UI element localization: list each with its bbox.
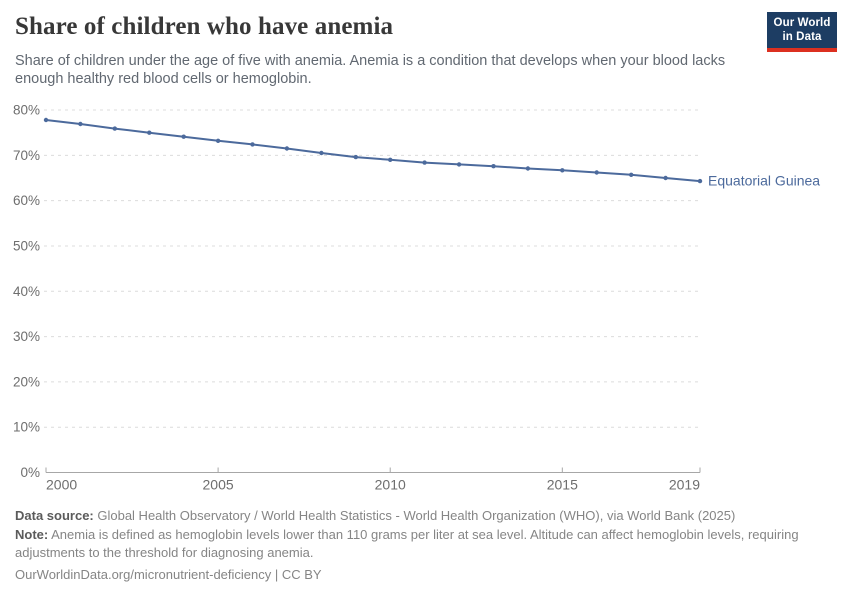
y-axis-tick-label: 70%: [13, 148, 40, 163]
x-axis-tick-label: 2005: [203, 477, 234, 493]
owid-logo-text-line2: in Data: [782, 30, 822, 43]
data-source-line: Data source: Global Health Observatory /…: [15, 507, 837, 526]
y-axis-tick-label: 50%: [13, 238, 40, 253]
data-point: [181, 134, 186, 139]
data-point: [594, 170, 599, 175]
note-line: Note: Anemia is defined as hemoglobin le…: [15, 526, 837, 563]
data-point: [112, 126, 118, 131]
data-point: [456, 162, 462, 167]
data-point: [560, 168, 565, 173]
footer-link[interactable]: OurWorldinData.org/micronutrient-deficie…: [15, 566, 322, 582]
data-point: [319, 150, 324, 156]
data-point: [284, 146, 290, 151]
series-entity-label[interactable]: Equatorial Guinea: [708, 173, 820, 189]
note-label: Note:: [15, 526, 49, 542]
y-axis-tick-label: 0%: [20, 465, 40, 480]
data-point: [353, 154, 358, 160]
data-point: [250, 142, 255, 147]
line-chart: 0% 10% 20% 30% 40% 50% 60% 70% 80% 2000 2005 2010 20…: [13, 103, 820, 493]
data-source-label: Data source:: [15, 508, 94, 523]
data-point: [697, 178, 703, 184]
y-axis-tick-label: 30%: [13, 329, 40, 344]
chart-footer: Data source: Global Health Observatory /…: [15, 507, 837, 584]
data-point: [491, 164, 496, 169]
data-point: [215, 138, 221, 143]
x-axis-tick-label: 2015: [547, 477, 578, 493]
trend-line: [45, 119, 701, 183]
x-axis-tick-label: 2019: [669, 477, 700, 493]
note-text: Anemia is defined as hemoglobin levels l…: [15, 526, 799, 561]
x-axis-tick-label: 2000: [46, 477, 77, 493]
y-axis-tick-label: 10%: [13, 420, 40, 435]
y-axis-tick-label: 60%: [13, 193, 40, 208]
chart-subtitle: Share of children under the age of five …: [15, 53, 726, 87]
data-point: [388, 157, 393, 162]
data-point: [78, 121, 83, 127]
y-axis-tick-label: 80%: [13, 103, 40, 118]
x-axis-tick-label: 2010: [375, 477, 406, 493]
owid-logo-text-line1: Our World: [773, 17, 831, 29]
data-point: [43, 117, 49, 123]
page-title: Share of children who have anemia: [15, 13, 394, 40]
data-point: [147, 130, 152, 135]
data-point: [422, 160, 427, 165]
data-source-text: Global Health Observatory / World Health…: [93, 508, 736, 523]
license-line: OurWorldinData.org/micronutrient-deficie…: [15, 566, 837, 585]
data-point: [629, 172, 634, 177]
y-axis-tick-label: 40%: [13, 284, 40, 299]
owid-logo[interactable]: Our World in Data: [767, 12, 837, 52]
data-point: [663, 175, 668, 181]
y-axis-tick-label: 20%: [13, 374, 40, 389]
data-point: [525, 166, 531, 171]
